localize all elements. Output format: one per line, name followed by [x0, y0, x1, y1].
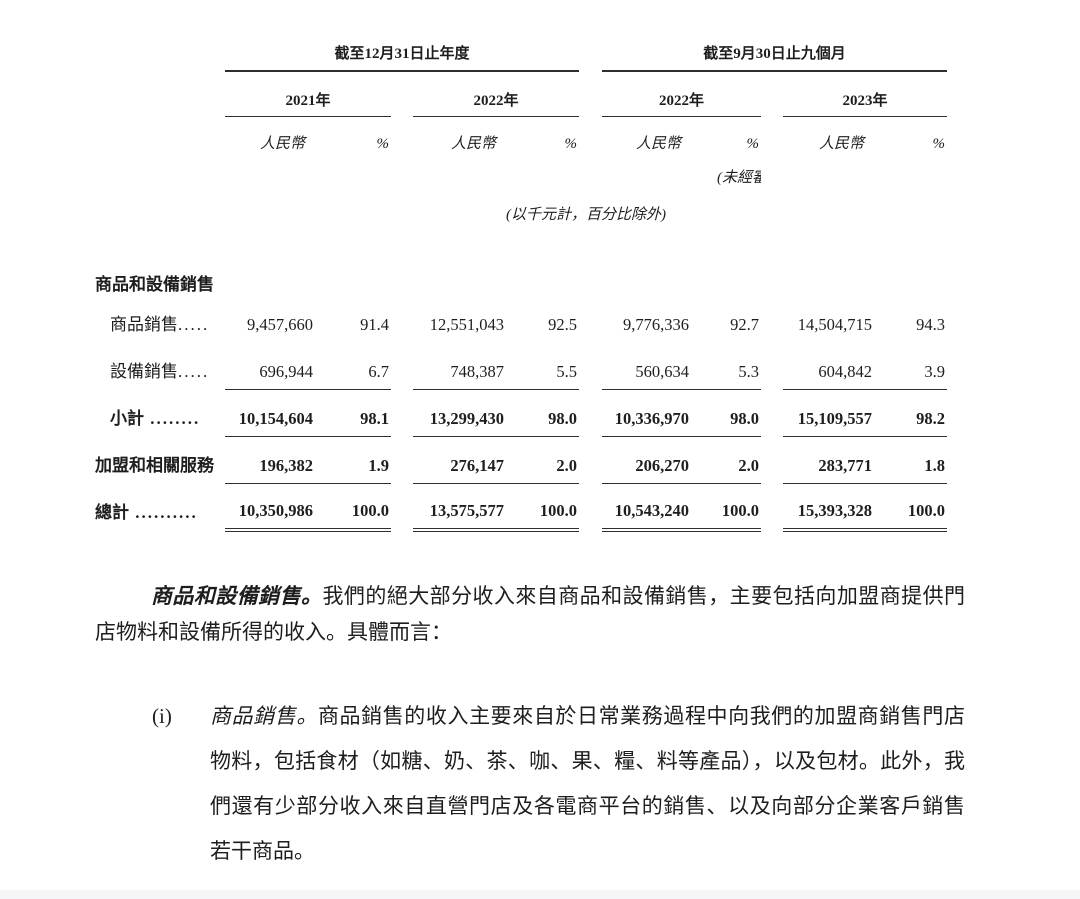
col-header-rmb: 人民幣	[819, 136, 865, 152]
value-cell: 283,771	[783, 436, 875, 484]
value-cell: 12,551,043	[429, 315, 504, 334]
item-text: 商品銷售的收入主要來自於日常業務過程中向我們的加盟商銷售門店物料，包括食材（如糖…	[210, 704, 966, 863]
table-row-franchise-services: 加盟和相關服務 196,382 1.9 276,147 2.0 206,270 …	[95, 436, 948, 484]
year-header-2023-9m: 2023年	[783, 71, 948, 117]
col-header-pct: %	[746, 136, 760, 152]
value-cell: 92.5	[548, 315, 578, 334]
table-row-total: 總計 .......... 10,350,986 100.0 13,575,57…	[95, 483, 948, 532]
units-note: (以千元計，百分比除外)	[506, 207, 667, 223]
year-header-row: 2021年 2022年 2022年 2023年	[95, 71, 948, 117]
value-cell: 6.7	[315, 342, 391, 390]
value-cell: 15,393,328	[783, 483, 875, 532]
leader-dots: .....	[178, 315, 210, 334]
row-label: 設備銷售.....	[110, 362, 210, 381]
value-cell: 5.3	[691, 342, 762, 390]
value-cell: 100.0	[874, 483, 948, 532]
leader-dots: ........	[144, 409, 201, 428]
value-cell: 15,109,557	[783, 389, 875, 437]
value-cell: 13,575,577	[413, 483, 506, 532]
intro-paragraph: 商品和設備銷售。我們的絕大部分收入來自商品和設備銷售，主要包括向加盟商提供門店物…	[95, 578, 965, 650]
value-cell: 98.1	[315, 389, 391, 437]
value-cell: 696,944	[225, 342, 315, 390]
year-header-2022: 2022年	[413, 71, 580, 117]
row-label: 總計 ..........	[95, 503, 198, 522]
unaudited-note: (未經審核)	[717, 170, 761, 186]
page-bottom-strip	[0, 890, 1080, 899]
value-cell: 276,147	[413, 436, 506, 484]
value-cell: 9,457,660	[247, 315, 313, 334]
period-header-row: 截至12月31日止年度 截至9月30日止九個月	[95, 42, 948, 72]
value-cell: 206,270	[602, 436, 692, 484]
value-cell: 2.0	[506, 436, 580, 484]
section-header: 商品和設備銷售	[95, 275, 214, 294]
value-cell: 2.0	[691, 436, 762, 484]
value-cell: 92.7	[730, 315, 760, 334]
value-cell: 560,634	[602, 342, 692, 390]
value-cell: 14,504,715	[797, 315, 873, 334]
value-cell: 748,387	[413, 342, 506, 390]
value-cell: 1.8	[874, 436, 948, 484]
value-cell: 100.0	[506, 483, 580, 532]
value-cell: 10,350,986	[225, 483, 315, 532]
year-header-2022-9m: 2022年	[602, 71, 762, 117]
period-header-nine-months: 截至9月30日止九個月	[602, 42, 948, 72]
value-cell: 604,842	[783, 342, 875, 390]
col-header-rmb: 人民幣	[259, 136, 305, 152]
period-header-annual: 截至12月31日止年度	[225, 42, 580, 72]
unaudited-note-row: (未經審核)	[95, 153, 947, 187]
value-cell: 98.2	[874, 389, 948, 437]
col-header-pct: %	[932, 136, 946, 152]
row-label: 加盟和相關服務	[95, 456, 214, 475]
value-cell: 196,382	[225, 436, 315, 484]
table-row-product-sales: 商品銷售..... 9,457,660 91.4 12,551,043 92.5…	[95, 295, 947, 342]
value-cell: 98.0	[691, 389, 762, 437]
revenue-breakdown-table: 截至12月31日止年度 截至9月30日止九個月 2021年 2022年 2022…	[95, 42, 948, 532]
year-header-2021: 2021年	[225, 71, 391, 117]
item-lead: 商品銷售。	[210, 704, 318, 728]
prospectus-page: 截至12月31日止年度 截至9月30日止九個月 2021年 2022年 2022…	[95, 42, 966, 874]
col-header-pct: %	[376, 136, 390, 152]
col-header-pct: %	[564, 136, 578, 152]
value-cell: 91.4	[360, 315, 389, 334]
value-cell: 100.0	[315, 483, 391, 532]
col-header-rmb: 人民幣	[450, 136, 496, 152]
table-row-equipment-sales: 設備銷售..... 696,944 6.7 748,387 5.5 560,63…	[95, 342, 948, 390]
leader-dots: ..........	[129, 503, 198, 522]
intro-lead: 商品和設備銷售。	[151, 584, 323, 608]
value-cell: 94.3	[916, 315, 946, 334]
units-note-row: (以千元計，百分比除外)	[95, 187, 947, 224]
col-header-rmb: 人民幣	[636, 136, 682, 152]
list-item-product-sales: (i) 商品銷售。商品銷售的收入主要來自於日常業務過程中向我們的加盟商銷售門店物料…	[152, 694, 966, 874]
value-cell: 13,299,430	[413, 389, 506, 437]
value-cell: 5.5	[506, 342, 580, 390]
value-cell: 10,154,604	[225, 389, 315, 437]
value-cell: 10,543,240	[602, 483, 692, 532]
section-header-row: 商品和設備銷售	[95, 224, 947, 295]
row-label: 商品銷售.....	[110, 315, 210, 334]
value-cell: 3.9	[874, 342, 948, 390]
value-cell: 100.0	[691, 483, 762, 532]
row-label: 小計 ........	[110, 409, 201, 428]
leader-dots: .....	[178, 362, 210, 381]
value-cell: 10,336,970	[602, 389, 692, 437]
value-cell: 98.0	[506, 389, 580, 437]
table-row-subtotal: 小計 ........ 10,154,604 98.1 13,299,430 9…	[95, 389, 948, 437]
currency-header-row: 人民幣 % 人民幣 % 人民幣 % 人民幣 %	[95, 117, 947, 154]
value-cell: 9,776,336	[623, 315, 690, 334]
value-cell: 1.9	[315, 436, 391, 484]
intro-text: 我們的絕大部分收入來自商品和設備銷售，主要包括向加盟商提供門店物料和設備所得的收…	[95, 584, 966, 644]
list-marker-i: (i)	[152, 704, 172, 728]
